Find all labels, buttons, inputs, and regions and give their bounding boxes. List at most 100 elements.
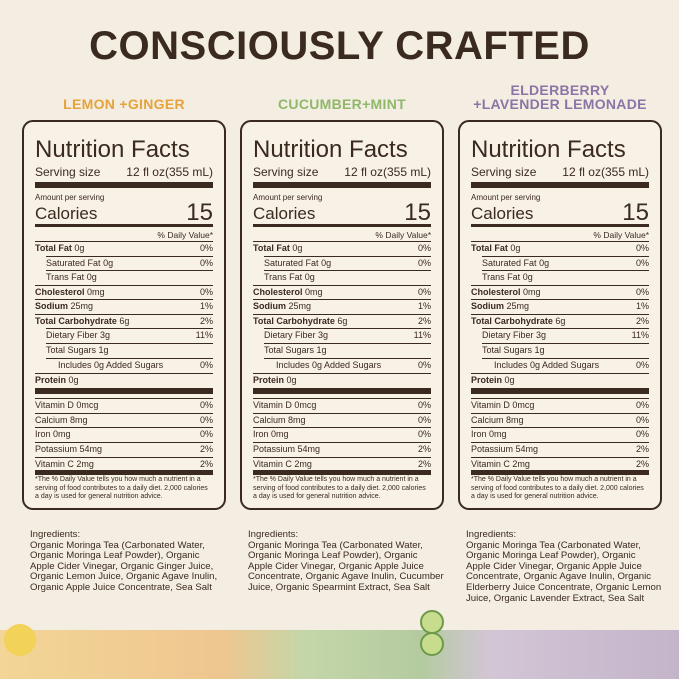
nutrient-name: Total Fat 0g: [253, 243, 303, 253]
row-rule: [253, 314, 431, 315]
serving-size: 12 fl oz(355 mL): [344, 165, 431, 179]
nutrient-name: Cholesterol 0mg: [35, 287, 105, 297]
daily-value: 2%: [199, 459, 213, 469]
ingredients-text: Organic Moringa Tea (Carbonated Water, O…: [30, 539, 218, 593]
nutrient-amount: 1g: [534, 345, 545, 355]
nutrient-amount: 0g: [510, 243, 521, 253]
daily-value: 0%: [635, 429, 649, 439]
ingredients: Ingredients: Organic Moringa Tea (Carbona…: [466, 529, 662, 604]
row-rule: [253, 442, 431, 443]
nutrient-amount: 0mg: [53, 429, 71, 439]
nutrient-amount: 3g: [318, 330, 329, 340]
calories-label: Calories: [35, 204, 98, 223]
nutrient-name: Total Carbohydrate 6g: [471, 316, 566, 326]
daily-value: 2%: [417, 316, 431, 326]
nutrition-label: Nutrition Facts Serving size 12 fl oz(355 …: [240, 120, 444, 510]
footnote: *The % Daily Value tells you how much a …: [253, 476, 426, 500]
nutrient-amount: 0g: [74, 243, 85, 253]
nutrient-name: Total Carbohydrate 6g: [253, 316, 348, 326]
nutrient-name: Sodium 25mg: [253, 301, 312, 311]
daily-value: 0%: [635, 360, 649, 370]
nutrient-amount: 25mg: [506, 301, 530, 311]
thick-rule: [471, 388, 649, 394]
nutrient-name: Total Carbohydrate 6g: [35, 316, 130, 326]
daily-value: 0%: [199, 258, 213, 268]
amount-per-serving: Amount per serving: [471, 193, 541, 202]
ingredients-label: Ingredients:: [466, 529, 517, 540]
row-rule: [46, 270, 213, 271]
nutrient-name: Sodium 25mg: [471, 301, 530, 311]
nutrient-name: Calcium 8mg: [253, 415, 306, 425]
ingredients-text: Organic Moringa Tea (Carbonated Water, O…: [248, 539, 444, 593]
medium-rule: [471, 224, 649, 227]
row-rule: [35, 299, 213, 300]
nutrient-name: Includes 0g Added Sugars: [276, 360, 382, 370]
daily-value: 11%: [195, 330, 213, 340]
nutrient-amount: 54mg: [515, 444, 539, 454]
nutrient-amount: 0g: [86, 272, 97, 282]
footnote: *The % Daily Value tells you how much a …: [471, 476, 644, 500]
row-rule: [471, 413, 649, 414]
daily-value: 0%: [199, 360, 213, 370]
amount-per-serving: Amount per serving: [253, 193, 323, 202]
daily-value: 1%: [635, 301, 649, 311]
row-rule: [471, 373, 649, 374]
nutrient-name: Cholesterol 0mg: [471, 287, 541, 297]
calories-value: 15: [404, 199, 431, 226]
serving-label: Serving size: [471, 165, 537, 179]
daily-value: 0%: [417, 360, 431, 370]
nutrient-amount: 0g: [286, 375, 297, 385]
nutrient-name: Calcium 8mg: [471, 415, 524, 425]
nutrient-amount: 8mg: [70, 415, 88, 425]
nutrient-amount: 0g: [304, 272, 315, 282]
nutrient-amount: 6g: [555, 316, 566, 326]
nutrient-amount: 54mg: [297, 444, 321, 454]
nutrient-name: Vitamin D 0mcg: [253, 400, 317, 410]
ingredients-label: Ingredients:: [30, 529, 81, 540]
row-rule: [471, 398, 649, 399]
row-rule: [482, 270, 649, 271]
nutrient-amount: 0g: [68, 375, 79, 385]
nutrient-amount: 0mg: [87, 287, 105, 297]
row-rule: [46, 343, 213, 344]
facts-title: Nutrition Facts: [253, 136, 408, 163]
thick-rule: [35, 470, 213, 475]
nutrient-name: Sodium 25mg: [35, 301, 94, 311]
row-rule: [46, 358, 213, 359]
nutrient-name: Iron 0mg: [35, 429, 71, 439]
nutrient-name: Dietary Fiber 3g: [46, 330, 111, 340]
nutrient-name: Cholesterol 0mg: [253, 287, 323, 297]
daily-value: 2%: [417, 459, 431, 469]
nutrient-amount: 3g: [100, 330, 111, 340]
daily-value-header: % Daily Value*: [157, 230, 213, 240]
daily-value: 2%: [199, 444, 213, 454]
nutrient-name: Total Sugars 1g: [46, 345, 109, 355]
serving-size: 12 fl oz(355 mL): [126, 165, 213, 179]
nutrient-name: Iron 0mg: [253, 429, 289, 439]
nutrition-label: Nutrition Facts Serving size 12 fl oz(355 …: [22, 120, 226, 510]
daily-value: 2%: [635, 444, 649, 454]
nutrient-amount: 0mcg: [76, 400, 99, 410]
row-rule: [264, 343, 431, 344]
daily-value: 1%: [417, 301, 431, 311]
row-rule: [471, 314, 649, 315]
nutrient-amount: 8mg: [506, 415, 524, 425]
nutrient-name: Calcium 8mg: [35, 415, 88, 425]
ingredients: Ingredients: Organic Moringa Tea (Carbona…: [248, 529, 444, 594]
daily-value: 2%: [417, 444, 431, 454]
row-rule: [35, 457, 213, 458]
daily-value: 0%: [199, 400, 213, 410]
thick-rule: [253, 182, 431, 188]
row-rule: [253, 285, 431, 286]
daily-value: 0%: [199, 243, 213, 253]
row-rule: [482, 328, 649, 329]
calories-value: 15: [622, 199, 649, 226]
ingredients: Ingredients: Organic Moringa Tea (Carbona…: [30, 529, 226, 594]
nutrient-amount: 8mg: [288, 415, 306, 425]
nutrient-amount: 0mcg: [512, 400, 535, 410]
ingredients-label: Ingredients:: [248, 529, 299, 540]
row-rule: [264, 270, 431, 271]
row-rule: [471, 285, 649, 286]
nutrition-label: Nutrition Facts Serving size 12 fl oz(355 …: [458, 120, 662, 510]
